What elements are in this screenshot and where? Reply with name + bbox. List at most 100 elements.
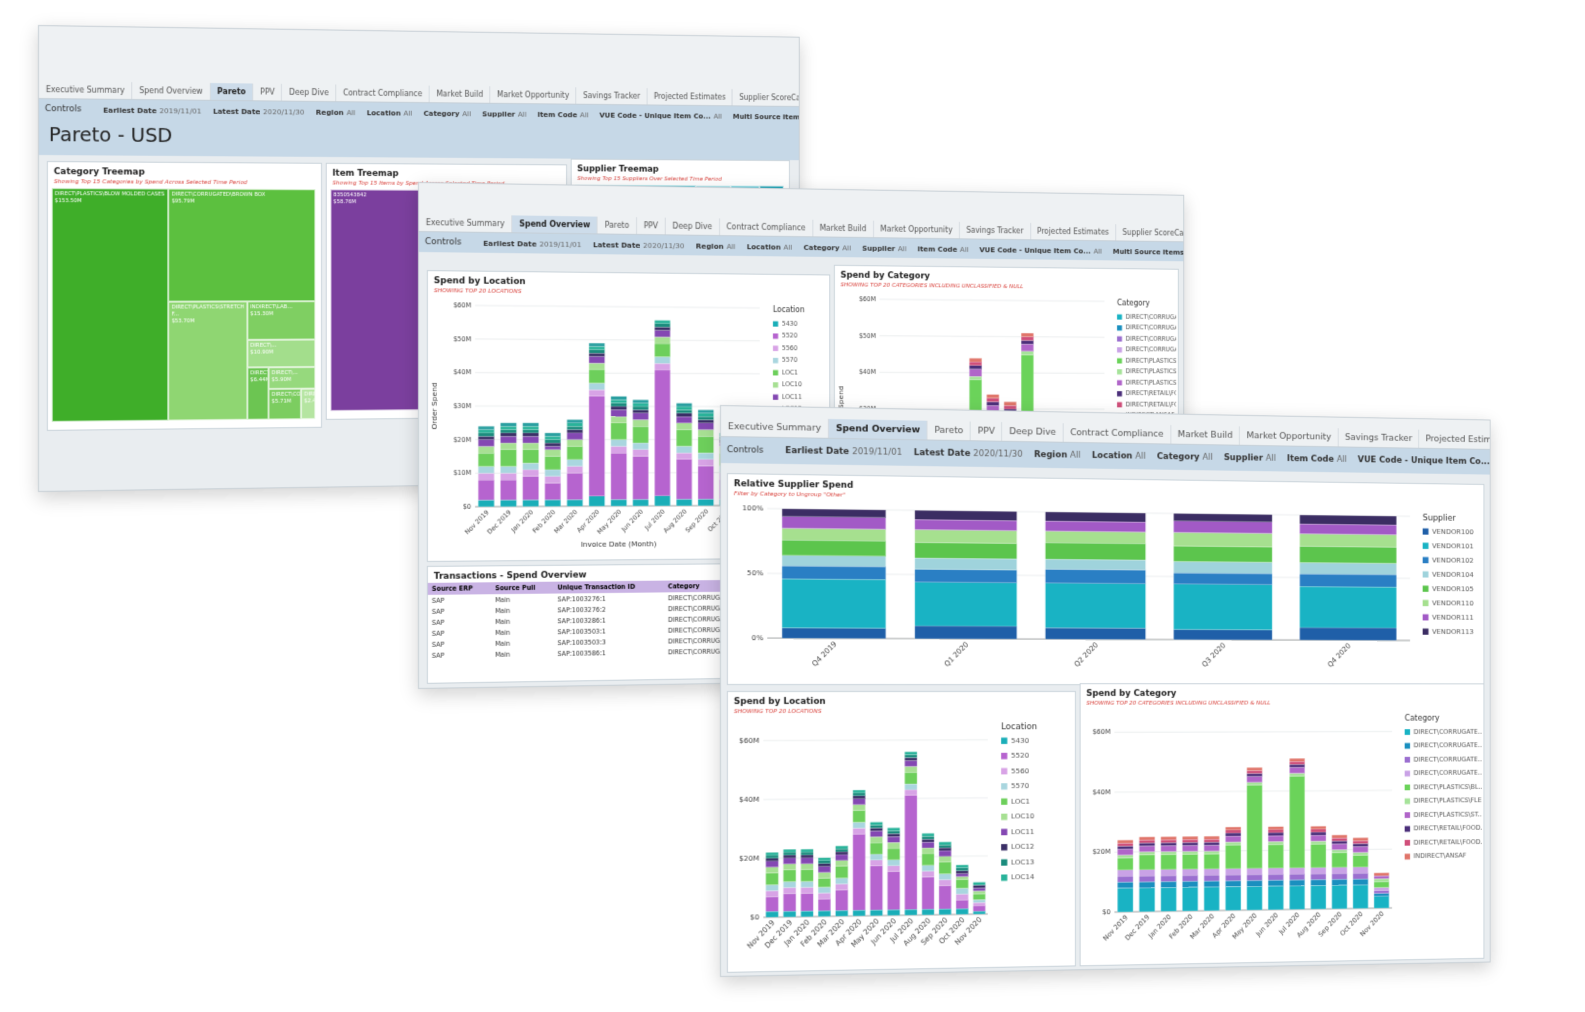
tab[interactable]: Deep Dive <box>282 83 337 102</box>
tab[interactable]: Pareto <box>598 216 637 234</box>
grid-line <box>475 373 760 374</box>
bar-segment <box>1311 879 1326 885</box>
control[interactable]: Location All <box>747 242 793 251</box>
control[interactable]: Latest Date 2020/11/30 <box>213 106 304 116</box>
tab[interactable]: Supplier ScoreCard <box>1116 224 1184 242</box>
tab[interactable]: Deep Dive <box>665 217 720 236</box>
tab[interactable]: Supplier ScoreCard <box>732 89 799 107</box>
bar-segment <box>655 496 671 506</box>
control[interactable]: Earliest Date 2019/11/01 <box>103 105 201 115</box>
bar-segment <box>545 483 561 500</box>
tab[interactable]: Projected Estimates <box>1419 429 1490 450</box>
y-tick-label: $60M <box>453 301 471 309</box>
control[interactable]: Supplier All <box>1224 453 1276 463</box>
x-tick-label: Dec 2019 <box>486 508 513 536</box>
cell-value: $15.30M <box>250 311 274 318</box>
bar-segment <box>1289 767 1304 773</box>
tab[interactable]: Spend Overview <box>512 215 599 234</box>
control[interactable]: VUE Code - Unique Item Co...All <box>979 245 1102 255</box>
tab[interactable]: Contract Compliance <box>719 218 814 237</box>
bar-segment <box>1353 846 1368 852</box>
bar-segment <box>1332 885 1347 909</box>
bar-segment <box>500 426 516 429</box>
tab[interactable]: Market Opportunity <box>490 86 577 104</box>
control[interactable]: VUE Code - Unique Item Co...All <box>1358 455 1490 467</box>
control[interactable]: Item Code All <box>918 244 969 253</box>
control[interactable]: Category All <box>424 108 471 117</box>
control[interactable]: Region All <box>316 107 355 116</box>
control[interactable]: Earliest Date 2019/11/01 <box>785 446 902 458</box>
control-label: Item Code <box>537 109 578 119</box>
legend-swatch <box>1001 844 1008 851</box>
bar-segment <box>478 433 494 436</box>
tab[interactable]: Savings Tracker <box>576 87 648 105</box>
legend-swatch <box>1001 737 1008 744</box>
bar-segment <box>818 887 831 893</box>
bar-segment <box>1182 845 1198 851</box>
control[interactable]: Supplier All <box>862 243 906 252</box>
tab[interactable]: PPV <box>636 217 666 235</box>
bar-segment <box>1268 880 1283 886</box>
tab[interactable]: Spend Overview <box>829 418 928 440</box>
bar-segment <box>500 423 516 426</box>
bar-segment <box>611 410 627 417</box>
tab[interactable]: PPV <box>971 421 1003 441</box>
bar-segment <box>922 865 934 871</box>
tab[interactable]: Pareto <box>210 83 254 101</box>
bar-segment <box>1311 835 1326 841</box>
control[interactable]: Earliest Date 2019/11/01 <box>483 238 581 248</box>
control[interactable]: Category All <box>804 243 851 252</box>
control[interactable]: Category All <box>1157 452 1213 463</box>
control[interactable]: Supplier All <box>482 109 526 118</box>
control[interactable]: Item Code All <box>538 110 589 119</box>
controls-title: Controls <box>726 445 764 456</box>
control[interactable]: Region All <box>696 241 735 250</box>
bar-segment <box>956 894 968 900</box>
bar-segment <box>969 362 981 366</box>
bar-segment <box>956 874 968 877</box>
tab[interactable]: Executive Summary <box>38 81 133 99</box>
tab[interactable]: Contract Compliance <box>336 84 430 103</box>
control-value: 2020/11/30 <box>973 449 1023 460</box>
bar-segment <box>1300 515 1397 525</box>
tab[interactable]: Market Build <box>1171 425 1241 445</box>
tab[interactable]: Executive Summary <box>418 214 513 233</box>
control[interactable]: Region All <box>1034 450 1081 461</box>
bar-segment <box>589 390 605 397</box>
control[interactable]: Multi Source ItemsAll <box>733 112 799 121</box>
bar-segment <box>939 874 951 880</box>
tab[interactable]: Executive Summary <box>720 417 830 438</box>
tab[interactable]: Projected Estimates <box>1030 222 1117 241</box>
treemap-cell: DIRECT\... $10.90M <box>247 339 316 368</box>
bar-segment <box>676 459 692 499</box>
bar-segment <box>1045 512 1145 522</box>
tab[interactable]: Pareto <box>927 420 972 441</box>
tab[interactable]: Contract Compliance <box>1063 423 1172 444</box>
legend-label: VENDOR104 <box>1432 570 1474 579</box>
bar-segment <box>1289 868 1304 874</box>
control[interactable]: Multi Source ItemsAll <box>1113 247 1184 257</box>
x-tick-label: Q3 2020 <box>1200 641 1227 669</box>
legend-label: 5520 <box>1011 751 1029 760</box>
tab[interactable]: Spend Overview <box>132 82 211 100</box>
y-tick-label: $50M <box>859 332 876 340</box>
tab[interactable]: PPV <box>253 83 283 101</box>
tab[interactable]: Market Build <box>813 219 874 238</box>
tab[interactable]: Market Opportunity <box>873 220 960 239</box>
tab[interactable]: Savings Tracker <box>959 221 1031 240</box>
tab[interactable]: Projected Estimates <box>647 88 733 106</box>
control[interactable]: Location All <box>367 108 413 117</box>
bar-segment <box>589 353 605 356</box>
tab[interactable]: Market Opportunity <box>1240 426 1339 447</box>
control[interactable]: VUE Code - Unique Item Co...All <box>599 110 722 120</box>
control[interactable]: Latest Date 2020/11/30 <box>914 448 1023 460</box>
bar-segment <box>1045 569 1145 584</box>
control[interactable]: Location All <box>1092 451 1146 462</box>
control-label: Location <box>366 107 401 117</box>
control[interactable]: Latest Date 2020/11/30 <box>593 240 684 250</box>
tab[interactable]: Market Build <box>429 85 491 103</box>
bar-segment <box>939 848 951 851</box>
tab[interactable]: Savings Tracker <box>1338 428 1420 448</box>
control[interactable]: Item Code All <box>1287 454 1347 465</box>
tab[interactable]: Deep Dive <box>1002 422 1064 442</box>
